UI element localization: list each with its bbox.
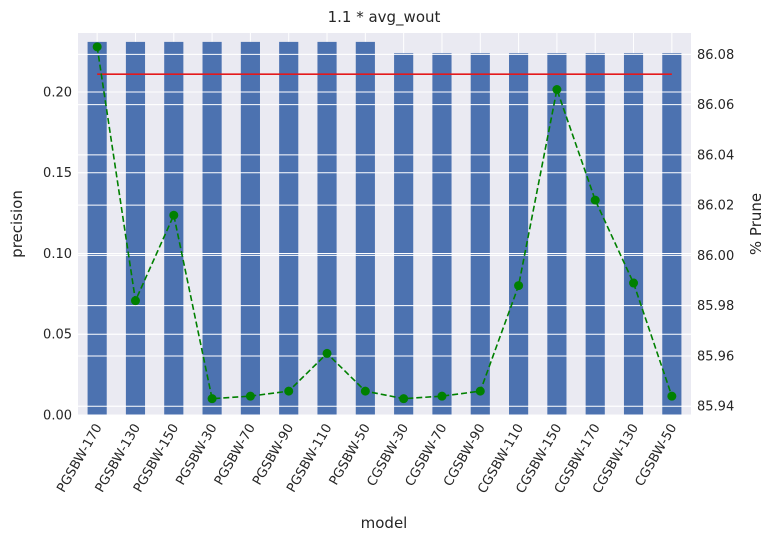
prune-point: [629, 278, 639, 288]
y2-tick-label: 86.06: [697, 98, 734, 113]
bar: [509, 53, 529, 415]
y2-tick-label: 86.02: [697, 199, 734, 214]
prune-point: [322, 348, 332, 358]
y-axis-left: 0.00 0.05 0.10 0.15 0.20: [43, 85, 72, 423]
x-axis-label: model: [361, 514, 408, 532]
y-tick-label: 0.20: [43, 85, 72, 100]
bar: [585, 53, 605, 415]
y2-tick-label: 85.96: [697, 349, 734, 364]
prune-point: [399, 394, 409, 404]
bar: [279, 41, 299, 415]
prune-point: [667, 391, 677, 401]
prune-point: [590, 195, 600, 205]
bar: [125, 41, 146, 415]
prune-point: [92, 42, 102, 52]
y2-tick-label: 85.94: [697, 400, 734, 415]
chart-title: 1.1 * avg_wout: [328, 8, 441, 27]
y-tick-label: 0.10: [43, 247, 72, 262]
bar: [87, 41, 107, 415]
prune-point: [514, 281, 524, 291]
y-axis-right: 85.94 85.96 85.98 86.00 86.02 86.04 86.06 86.08: [697, 48, 734, 415]
prune-point: [360, 386, 370, 396]
bar: [317, 41, 337, 415]
prune-point: [475, 386, 485, 396]
prune-point: [437, 391, 447, 401]
bar: [432, 53, 452, 415]
prune-line: [96, 46, 673, 400]
prune-point: [284, 386, 294, 396]
bar: [662, 53, 682, 415]
bar: [470, 53, 490, 415]
bar: [547, 53, 567, 415]
y-tick-label: 0.00: [43, 409, 72, 424]
y2-tick-label: 86.08: [697, 48, 734, 63]
bar: [164, 41, 184, 415]
prune-point: [130, 296, 140, 306]
y-axis-label: precision: [8, 190, 26, 258]
prune-point: [169, 210, 179, 220]
y-tick-label: 0.15: [43, 166, 72, 181]
y2-tick-label: 86.04: [697, 148, 734, 163]
prune-point: [245, 391, 255, 401]
y-tick-label: 0.05: [43, 328, 72, 343]
bar: [202, 41, 222, 415]
prune-line-series: [92, 42, 677, 404]
prune-point: [207, 394, 217, 404]
x-axis: PGSBW-170PGSBW-130PGSBW-150PGSBW-30PGSBW…: [54, 422, 680, 497]
y2-axis-label: % Prune: [747, 193, 765, 255]
bar: [355, 41, 375, 415]
bar: [240, 41, 260, 415]
y2-tick-label: 86.00: [697, 249, 734, 264]
bar: [623, 53, 644, 415]
bar-series: [78, 41, 691, 416]
bar: [394, 53, 414, 415]
y2-tick-label: 85.98: [697, 299, 734, 314]
prune-point: [552, 85, 562, 95]
